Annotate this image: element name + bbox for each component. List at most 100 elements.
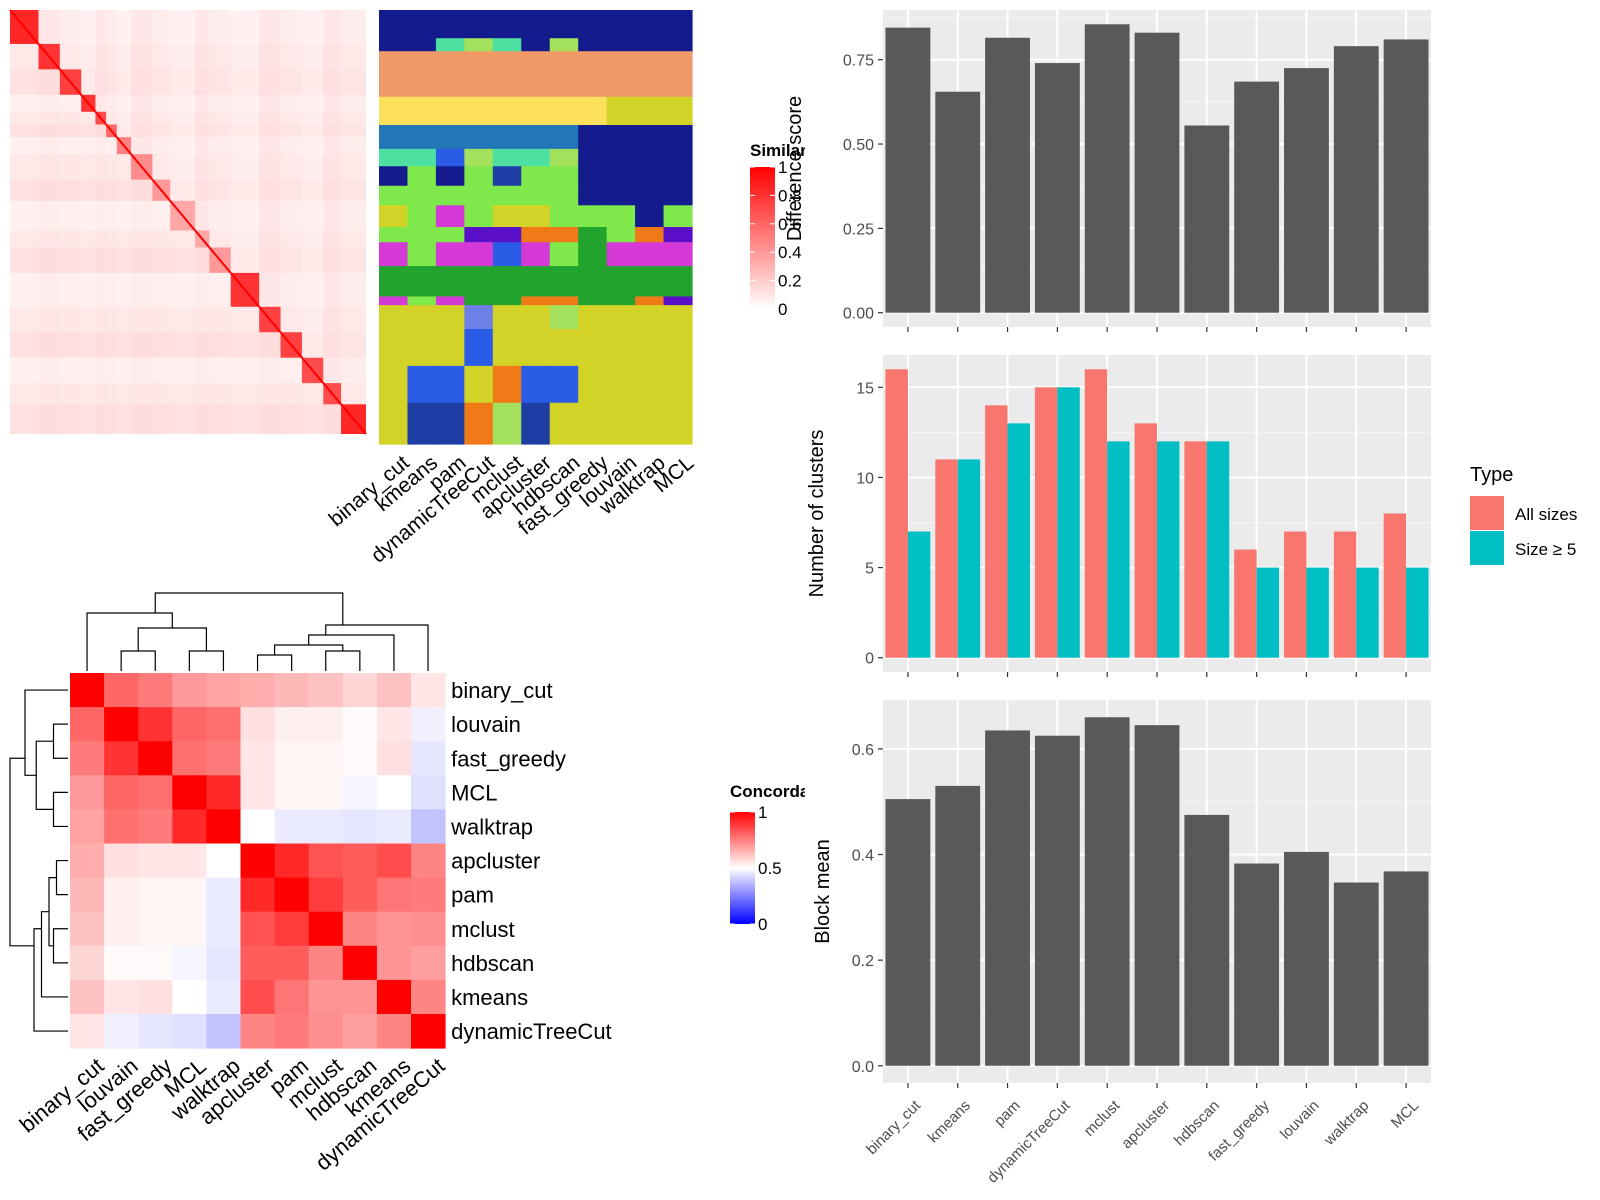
membership-cell xyxy=(379,148,409,167)
membership-cell xyxy=(464,38,494,52)
membership-cell xyxy=(464,185,494,206)
membership-cell xyxy=(492,328,522,367)
membership-cell xyxy=(549,242,579,267)
concordance-cell xyxy=(308,707,344,742)
bar-size-5 xyxy=(1007,423,1030,658)
concordance-cell xyxy=(376,877,412,913)
concordance-cell xyxy=(138,775,173,810)
membership-cell xyxy=(492,296,522,306)
concordance-cell xyxy=(240,741,276,776)
bar-all-sizes xyxy=(985,405,1008,658)
similarity-diagonal xyxy=(59,68,82,96)
concordance-cell xyxy=(206,877,241,913)
membership-cell xyxy=(435,227,465,243)
membership-cell xyxy=(521,96,551,126)
x-tick-label: walktrap xyxy=(1320,1097,1372,1149)
legend-swatch-all-sizes xyxy=(1470,496,1504,530)
concordance-cell xyxy=(308,877,344,913)
difference-score-chart: 0.00 0.25 0.50 0.75 Difference score xyxy=(784,10,1431,332)
concordance-cell xyxy=(308,843,344,879)
bar-size-5 xyxy=(1157,441,1180,658)
membership-cell xyxy=(663,328,693,367)
concordance-cell xyxy=(308,775,344,810)
concordance-cell xyxy=(274,877,310,913)
membership-cell xyxy=(578,96,608,126)
concordance-cell xyxy=(274,945,310,981)
membership-cell xyxy=(435,38,465,52)
concordance-cell xyxy=(308,911,344,947)
membership-cell xyxy=(464,328,494,367)
membership-cell xyxy=(435,96,465,126)
membership-cell xyxy=(464,125,494,150)
bar-size-5 xyxy=(907,531,931,658)
concordance-cell xyxy=(172,911,207,947)
concordance-cell xyxy=(138,809,173,844)
x-tick-label: MCL xyxy=(1388,1097,1422,1131)
concordance-cell xyxy=(206,911,241,947)
concordance-cell xyxy=(138,979,173,1015)
membership-cell xyxy=(663,402,693,445)
concordance-cell xyxy=(274,979,310,1015)
membership-cell xyxy=(407,166,437,187)
membership-cell xyxy=(492,148,522,167)
membership-column-labels: binary_cutkmeanspamdynamicTreeCutmclusta… xyxy=(325,451,699,567)
membership-cell xyxy=(435,305,465,330)
similarity-legend-tick-label: 0.4 xyxy=(778,243,802,262)
bar xyxy=(1284,68,1329,313)
membership-cell xyxy=(521,205,551,228)
concordance-cell xyxy=(138,911,173,947)
concordance-cell xyxy=(70,1014,105,1049)
concordance-cell xyxy=(411,809,446,844)
concordance-legend-tick-label: 0 xyxy=(758,915,767,934)
concordance-cell xyxy=(172,707,207,742)
membership-cell xyxy=(379,96,409,126)
concordance-cell xyxy=(376,945,412,981)
membership-cell xyxy=(578,148,608,167)
concordance-cell xyxy=(172,877,207,913)
membership-cell xyxy=(464,51,494,98)
concordance-cell xyxy=(172,741,207,776)
concordance-cell xyxy=(104,775,139,810)
membership-cell xyxy=(464,365,494,404)
concordance-cell xyxy=(172,843,207,879)
membership-cell xyxy=(464,305,494,330)
bar xyxy=(1034,735,1080,1066)
membership-cell xyxy=(435,10,465,39)
similarity-diagonal xyxy=(37,43,61,71)
membership-cell xyxy=(379,38,409,52)
concordance-cell xyxy=(240,673,276,708)
concordance-cell xyxy=(342,673,378,708)
membership-cell xyxy=(379,166,409,187)
x-tick-label: mclust xyxy=(1081,1097,1124,1140)
concordance-cell xyxy=(138,741,173,776)
membership-cell xyxy=(635,10,665,39)
bar-all-sizes xyxy=(935,459,958,658)
y-axis-label: Number of clusters xyxy=(806,430,828,598)
membership-cell xyxy=(635,227,665,243)
membership-cell xyxy=(606,96,636,126)
concordance-legend: Concordance 10.50 xyxy=(730,782,805,934)
membership-cell xyxy=(407,305,437,330)
similarity-legend: Similarity 1 0.8 0.6 0.4 0.2 0 xyxy=(750,141,805,319)
membership-cell xyxy=(549,125,579,150)
membership-cell xyxy=(379,227,409,243)
concordance-cell xyxy=(308,979,344,1015)
bar xyxy=(1333,882,1379,1066)
membership-cell xyxy=(663,305,693,330)
concordance-cell xyxy=(308,945,344,981)
membership-cell xyxy=(492,166,522,187)
bar xyxy=(985,37,1030,313)
dendrogram-branch xyxy=(52,791,68,828)
membership-cell xyxy=(407,148,437,167)
bar-all-sizes xyxy=(1333,531,1357,658)
concordance-cell xyxy=(411,979,446,1015)
concordance-cell xyxy=(138,945,173,981)
concordance-cell xyxy=(342,707,378,742)
similarity-col-band xyxy=(301,10,324,434)
membership-cell xyxy=(606,227,636,243)
membership-cell xyxy=(578,205,608,228)
membership-cell xyxy=(407,125,437,150)
concordance-cell xyxy=(274,1014,310,1049)
bar xyxy=(1333,46,1379,313)
